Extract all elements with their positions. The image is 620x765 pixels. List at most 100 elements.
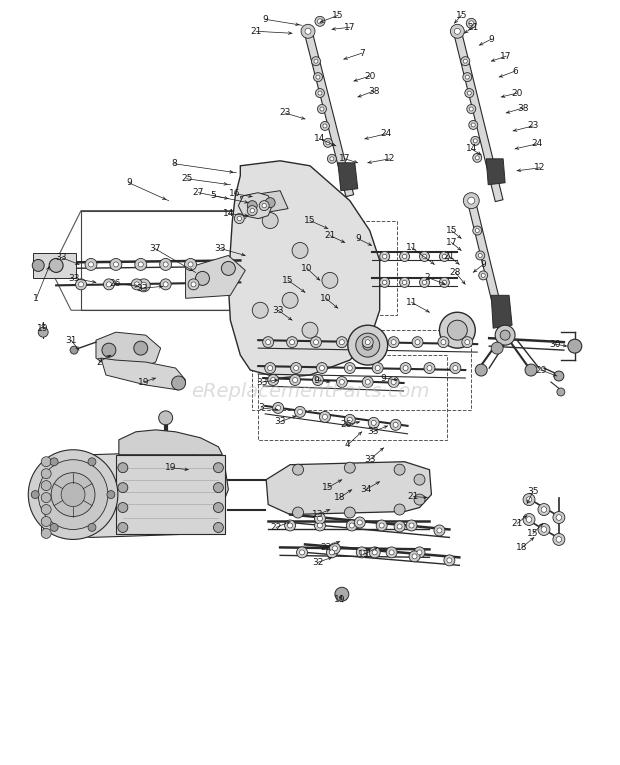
- Circle shape: [160, 259, 172, 270]
- Circle shape: [286, 337, 298, 347]
- Circle shape: [319, 366, 324, 370]
- Text: 22: 22: [270, 523, 281, 532]
- Polygon shape: [453, 31, 503, 202]
- Circle shape: [314, 340, 319, 345]
- Circle shape: [568, 339, 582, 353]
- Circle shape: [463, 193, 479, 209]
- Circle shape: [234, 213, 244, 223]
- Circle shape: [495, 325, 515, 345]
- Circle shape: [478, 253, 482, 258]
- Circle shape: [266, 340, 271, 345]
- Text: 18: 18: [516, 543, 528, 552]
- Circle shape: [397, 524, 402, 529]
- Circle shape: [51, 473, 95, 516]
- Circle shape: [553, 512, 565, 523]
- Circle shape: [467, 105, 476, 113]
- Circle shape: [276, 405, 281, 410]
- Circle shape: [107, 282, 112, 287]
- Bar: [237, 220, 397, 315]
- Circle shape: [141, 282, 147, 288]
- Circle shape: [41, 505, 51, 515]
- Circle shape: [461, 57, 470, 66]
- Circle shape: [344, 507, 355, 518]
- Circle shape: [329, 550, 334, 555]
- Circle shape: [463, 59, 467, 63]
- Circle shape: [414, 547, 425, 558]
- Circle shape: [491, 342, 503, 354]
- Text: 33: 33: [68, 274, 80, 283]
- Text: 26: 26: [340, 420, 352, 429]
- Circle shape: [415, 340, 420, 345]
- Circle shape: [362, 376, 373, 388]
- Circle shape: [406, 520, 417, 531]
- Circle shape: [38, 460, 108, 529]
- Circle shape: [294, 406, 306, 418]
- Polygon shape: [33, 253, 76, 278]
- Circle shape: [316, 363, 327, 373]
- Circle shape: [102, 343, 116, 357]
- Circle shape: [442, 280, 446, 285]
- Text: 33: 33: [364, 455, 376, 464]
- Text: 33: 33: [55, 253, 67, 262]
- Polygon shape: [119, 430, 223, 454]
- Circle shape: [118, 522, 128, 532]
- Text: 2: 2: [96, 357, 102, 366]
- Text: 19: 19: [37, 324, 49, 333]
- Circle shape: [557, 388, 565, 396]
- Text: 4: 4: [345, 441, 351, 449]
- Circle shape: [88, 523, 96, 532]
- Text: 1: 1: [33, 294, 39, 303]
- Text: 5: 5: [211, 191, 216, 200]
- Circle shape: [288, 523, 293, 528]
- Circle shape: [163, 282, 168, 287]
- Circle shape: [319, 412, 330, 422]
- Circle shape: [354, 517, 365, 528]
- Circle shape: [172, 376, 185, 390]
- Circle shape: [422, 280, 427, 285]
- Circle shape: [329, 543, 340, 554]
- Circle shape: [41, 457, 51, 467]
- Circle shape: [265, 363, 276, 373]
- Circle shape: [523, 513, 535, 526]
- Circle shape: [402, 280, 407, 285]
- Circle shape: [394, 521, 405, 532]
- Circle shape: [326, 547, 337, 558]
- Text: 12: 12: [534, 163, 546, 172]
- Circle shape: [337, 376, 347, 388]
- Circle shape: [388, 337, 399, 347]
- Circle shape: [265, 197, 275, 207]
- Circle shape: [453, 366, 458, 370]
- Circle shape: [357, 520, 362, 525]
- Circle shape: [317, 105, 326, 113]
- Text: 22: 22: [321, 543, 332, 552]
- Text: 27: 27: [193, 188, 204, 197]
- Circle shape: [314, 73, 322, 82]
- Circle shape: [163, 262, 168, 267]
- Polygon shape: [228, 161, 379, 378]
- Circle shape: [386, 547, 397, 558]
- Circle shape: [424, 363, 435, 373]
- Text: 21: 21: [512, 519, 523, 528]
- Text: 18: 18: [334, 493, 345, 502]
- Text: 11: 11: [406, 243, 417, 252]
- Text: 15: 15: [322, 483, 334, 492]
- Circle shape: [370, 547, 380, 558]
- Text: 23: 23: [280, 109, 291, 118]
- Circle shape: [88, 457, 96, 466]
- Circle shape: [41, 469, 51, 479]
- Circle shape: [383, 280, 387, 285]
- Circle shape: [454, 28, 460, 34]
- Circle shape: [379, 278, 389, 288]
- Circle shape: [476, 251, 485, 260]
- Circle shape: [305, 28, 311, 34]
- Circle shape: [259, 200, 269, 210]
- Text: 24: 24: [531, 139, 542, 148]
- Circle shape: [525, 364, 537, 376]
- Circle shape: [326, 141, 330, 145]
- Polygon shape: [266, 462, 432, 515]
- Circle shape: [442, 254, 446, 259]
- Text: eReplacementParts.com: eReplacementParts.com: [191, 382, 429, 402]
- Text: 3: 3: [259, 403, 264, 412]
- Polygon shape: [49, 452, 228, 538]
- Circle shape: [349, 523, 354, 528]
